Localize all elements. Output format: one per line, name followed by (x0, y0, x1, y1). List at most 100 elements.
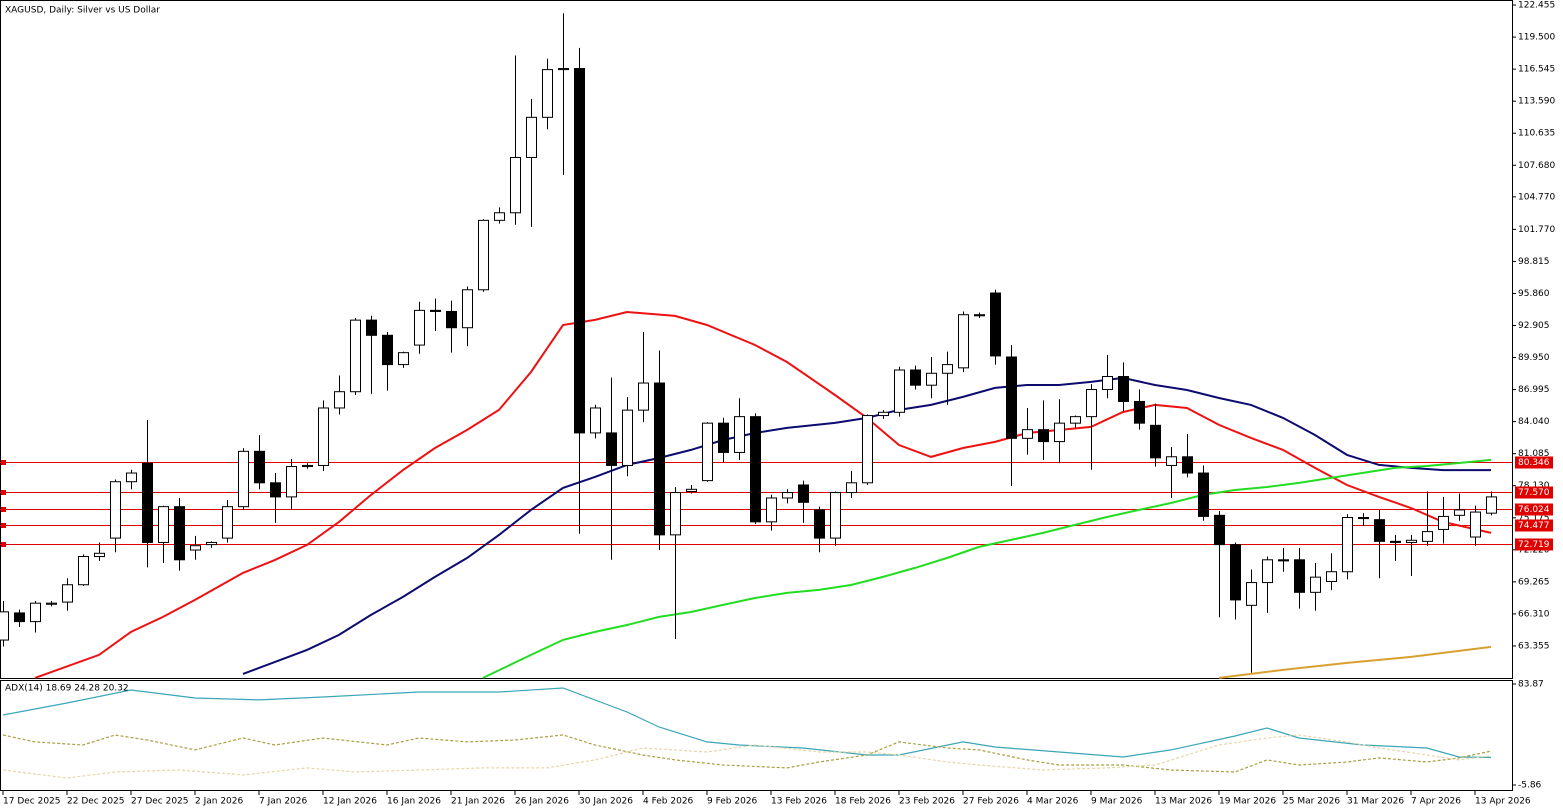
x-tick-label: 25 Mar 2026 (1283, 797, 1340, 807)
y-tick-label: 84.040 (1518, 417, 1550, 427)
level-label-box (1515, 486, 1553, 499)
level-label-box (1515, 538, 1553, 551)
candle-body (1342, 517, 1353, 573)
candle-body (542, 69, 553, 118)
candle-body (366, 319, 377, 336)
candle-body (798, 484, 809, 503)
indicator-line (2, 734, 1492, 773)
candle-body (1150, 424, 1161, 459)
level-label: 72.719 (1518, 540, 1550, 550)
level-label-box (1515, 456, 1553, 469)
candle-body (862, 415, 873, 484)
candle-body (670, 492, 681, 536)
candle-body (878, 411, 889, 417)
candle-body (942, 364, 953, 374)
x-tick-label: 16 Jan 2026 (387, 797, 441, 807)
y-tick-label: 92.905 (1518, 321, 1550, 331)
x-tick-label: 7 Jan 2026 (259, 797, 307, 807)
candle-body (1198, 472, 1209, 517)
candle-body (654, 382, 665, 536)
candle-body (174, 506, 185, 561)
candle-body (574, 68, 585, 434)
candle-body (638, 382, 649, 411)
candle-body (446, 310, 457, 329)
candle-body (94, 552, 105, 558)
candle-body (622, 409, 633, 466)
candle-body (126, 472, 137, 483)
x-tick-label: 27 Dec 2025 (131, 797, 189, 807)
level-marker (1, 490, 6, 495)
candle-body (462, 289, 473, 329)
candle-body (158, 506, 169, 543)
adx-panel-frame (0, 680, 1513, 791)
candle-body (750, 416, 761, 523)
candle-body (1262, 559, 1273, 584)
candle-body (286, 466, 297, 498)
candle-body (1486, 496, 1497, 514)
y-tick-label: 66.310 (1518, 609, 1550, 619)
y-tick-label: 83.87 (1518, 679, 1544, 689)
candle-body (1374, 519, 1385, 542)
indicator-line (34, 310, 1492, 679)
candle-body (1454, 509, 1465, 516)
level-label: 74.477 (1518, 521, 1550, 531)
x-tick-label: 2 Jan 2026 (195, 797, 243, 807)
candle-body (1070, 416, 1081, 424)
candle-body (1214, 514, 1225, 546)
y-tick-label: -5.86 (1518, 781, 1542, 791)
candle-body (334, 391, 345, 409)
candle-body (190, 545, 201, 551)
candle-body (846, 482, 857, 494)
candle-body (1038, 429, 1049, 443)
y-tick-label: 86.995 (1518, 385, 1550, 395)
y-tick-label: 78.130 (1518, 481, 1550, 491)
candle-body (1230, 544, 1241, 601)
x-tick-label: 9 Mar 2026 (1091, 797, 1143, 807)
level-marker (1, 460, 6, 465)
candle-body (734, 416, 745, 453)
x-tick-label: 30 Jan 2026 (579, 797, 633, 807)
candle-body (974, 314, 985, 317)
candle-body (398, 352, 409, 366)
x-tick-label: 4 Feb 2026 (643, 797, 694, 807)
x-tick-label: 13 Feb 2026 (771, 797, 827, 807)
y-tick-label: 95.860 (1518, 289, 1550, 299)
y-tick-label: 63.355 (1518, 641, 1550, 651)
candle-body (0, 611, 9, 641)
candle-body (926, 372, 937, 386)
level-label: 80.346 (1518, 458, 1550, 468)
candle-body (990, 292, 1001, 357)
y-tick-label: 69.265 (1518, 577, 1550, 587)
candle-body (1438, 515, 1449, 530)
candle-body (302, 464, 313, 468)
level-label: 76.024 (1518, 505, 1550, 515)
candle-body (254, 450, 265, 484)
candle-body (494, 212, 505, 221)
candle-body (318, 407, 329, 466)
y-tick-label: 81.085 (1518, 449, 1550, 459)
y-tick-label: 110.635 (1518, 129, 1555, 139)
y-tick-label: 119.500 (1518, 33, 1555, 43)
x-tick-label: 26 Jan 2026 (515, 797, 569, 807)
x-tick-label: 4 Mar 2026 (1027, 797, 1079, 807)
x-tick-label: 18 Feb 2026 (835, 797, 891, 807)
candle-body (526, 116, 537, 158)
candle-body (478, 219, 489, 291)
candle-body (1006, 356, 1017, 439)
candle-body (1118, 376, 1129, 402)
candle-body (430, 309, 441, 312)
candle-body (718, 422, 729, 453)
candle-body (222, 506, 233, 539)
candle-body (1326, 571, 1337, 582)
candle-body (590, 407, 601, 434)
x-tick-label: 7 Apr 2026 (1411, 797, 1461, 807)
candle-body (958, 314, 969, 369)
y-tick-label: 113.590 (1518, 97, 1555, 107)
candle-body (14, 612, 25, 623)
candle-body (62, 584, 73, 603)
level-label-box (1515, 519, 1553, 532)
candle-body (206, 541, 217, 546)
x-tick-label: 13 Apr 2026 (1475, 797, 1531, 807)
level-label: 77.570 (1518, 488, 1550, 498)
